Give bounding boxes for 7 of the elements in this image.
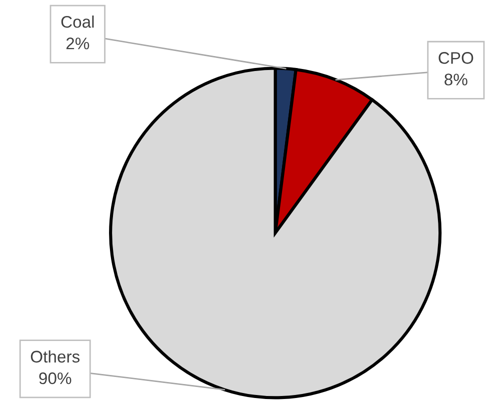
data-label: 8%: [444, 74, 468, 86]
slice-label: Coal: [61, 16, 94, 28]
slice-label: CPO: [438, 52, 474, 64]
data-label: 90%: [39, 372, 72, 384]
slice-label: Others: [30, 350, 80, 363]
pie-slice: [109, 66, 442, 400]
data-label: 2%: [66, 38, 90, 50]
